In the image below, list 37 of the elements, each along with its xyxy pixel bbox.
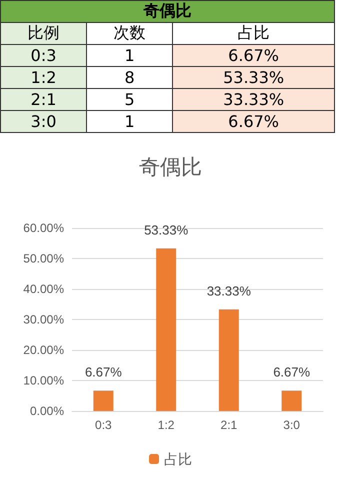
bar xyxy=(282,390,302,411)
y-tick-label: 40.00% xyxy=(23,282,64,296)
text: 次数 xyxy=(86,22,173,44)
y-tick-label: 0.00% xyxy=(30,404,64,418)
x-tick-label: 2:1 xyxy=(220,418,238,432)
bar xyxy=(93,390,114,411)
x-tick-label: 3:0 xyxy=(283,418,300,432)
data-label: 5 xyxy=(86,88,173,110)
bar xyxy=(156,248,176,411)
text: 比例 xyxy=(0,22,87,44)
data-label: 1 xyxy=(86,110,173,132)
category-label: 1:2 xyxy=(0,66,87,88)
data-label: 53.33% xyxy=(144,222,189,238)
data-label: 6.67% xyxy=(273,364,310,380)
y-tick-label: 20.00% xyxy=(23,343,64,357)
category-label: 0:3 xyxy=(0,44,87,66)
y-tick-label: 30.00% xyxy=(23,312,64,326)
y-tick-label: 60.00% xyxy=(23,221,64,235)
y-tick-label: 50.00% xyxy=(23,252,64,266)
y-tick-label: 10.00% xyxy=(23,374,64,388)
x-tick-label: 0:3 xyxy=(95,418,112,432)
x-tick-label: 1:2 xyxy=(158,418,175,432)
category-label: 3:0 xyxy=(0,110,87,132)
data-label: 6.67% xyxy=(172,44,334,66)
legend-label: 占比 xyxy=(164,451,192,467)
data-label: 8 xyxy=(86,66,173,88)
data-label: 33.33% xyxy=(172,88,334,110)
data-label: 33.33% xyxy=(206,283,252,298)
text: 奇偶比 xyxy=(0,0,334,22)
series-label: 占比 xyxy=(172,22,334,44)
chart-title: 奇偶比 xyxy=(139,156,202,179)
bar xyxy=(218,309,239,411)
category-label: 2:1 xyxy=(0,88,87,110)
data-label: 53.33% xyxy=(172,66,334,88)
data-label: 6.67% xyxy=(84,364,122,380)
data-label: 1 xyxy=(86,44,173,66)
data-label: 6.67% xyxy=(172,110,334,132)
